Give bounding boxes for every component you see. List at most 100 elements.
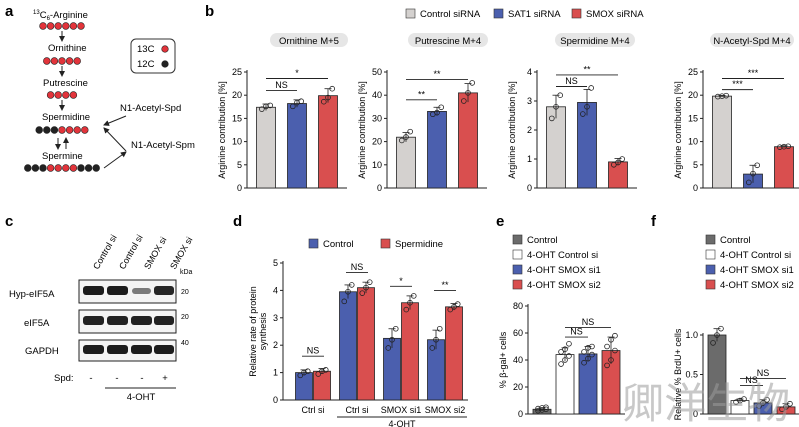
legend-swatch (512, 234, 523, 245)
y-tick-label: 25 (688, 67, 698, 77)
kda-eif5a: 20 (181, 314, 189, 321)
significance-label: *** (748, 68, 759, 78)
legend-smox-sirna: SMOX siRNA (586, 9, 644, 20)
chart-title-box (408, 33, 488, 47)
bar (401, 302, 419, 401)
y-tick-label: 20 (372, 137, 382, 147)
data-point (304, 368, 311, 375)
data-point (754, 162, 760, 169)
data-point (539, 407, 545, 413)
significance-label: * (399, 276, 403, 286)
atom-13c (39, 22, 47, 30)
data-point (434, 109, 440, 116)
blot-label-eif5a: eIF5A (24, 318, 50, 329)
chart-title: N-Acetyl-Spd M+4 (713, 36, 790, 47)
data-point (543, 406, 549, 413)
atom-13c (43, 57, 51, 65)
bar (339, 291, 357, 401)
panel-b: Control siRNA SAT1 siRNA SMOX siRNA Orni… (217, 8, 799, 193)
bar (712, 95, 732, 189)
data-point (750, 170, 756, 177)
bar (256, 106, 276, 189)
data-point (535, 405, 541, 412)
atom-13c (69, 91, 78, 99)
significance-label: *** (732, 79, 743, 89)
blot-label-hyp-eif5a: Hyp-eIF5A (9, 289, 55, 300)
data-point (298, 98, 304, 105)
atom-13c (73, 57, 81, 65)
data-point (615, 159, 621, 166)
significance-label: NS (351, 262, 364, 272)
legend-label: 4-OHT SMOX si2 (527, 280, 601, 291)
label-13c6-c: C (40, 10, 47, 21)
label-spermine: Spermine (42, 151, 83, 162)
y-axis-label: % β-gal+ cells (498, 331, 508, 388)
y-tick-label: 0 (518, 409, 523, 419)
panel-e-legend: Control 4-OHT Control si 4-OHT SMOX si1 4-O… (512, 234, 601, 291)
y-axis-label: Relative % BrdU+ cells (673, 328, 683, 420)
y-tick-label: 20 (513, 382, 523, 392)
lane-label-2: Control si (117, 233, 145, 271)
significance-label: NS (745, 375, 758, 385)
data-point (410, 293, 417, 299)
data-point (549, 115, 555, 122)
data-point (454, 301, 461, 307)
label-13c6-sub: 6 (47, 16, 51, 22)
spd-lane-3: - (140, 373, 143, 384)
significance-label: ** (418, 89, 426, 99)
bar (318, 95, 338, 189)
atom-13c (54, 91, 62, 99)
data-point (321, 98, 327, 105)
y-tick-label: 20 (232, 90, 242, 100)
y-tick-label: 50 (372, 67, 382, 77)
atoms-spermidine (35, 126, 89, 134)
data-point (539, 405, 545, 411)
data-point (787, 400, 793, 407)
band (83, 345, 104, 354)
band (154, 316, 174, 325)
chart-title-box (710, 33, 794, 47)
data-point (585, 355, 591, 362)
legend-spermidine-swatch-d (380, 238, 391, 249)
legend-swatch (705, 264, 716, 275)
arrow-acspd-put (103, 115, 127, 126)
y-tick-label: 0 (693, 409, 698, 419)
data-point (589, 343, 595, 350)
lane-label-1: Control si (91, 233, 119, 271)
chart-title: Spermidine M+4 (560, 36, 629, 47)
atom-13c (65, 126, 74, 134)
bar (458, 92, 478, 189)
atom-13c (62, 91, 70, 99)
data-point (558, 361, 564, 367)
kda-label: kDa (180, 269, 193, 276)
y-tick-label: 15 (688, 113, 698, 123)
legend-control-sirna: Control siRNA (420, 9, 481, 20)
panel-label-d: d (233, 213, 242, 230)
data-point (604, 362, 610, 369)
data-point (363, 284, 369, 291)
panel-label-e: e (496, 213, 504, 230)
data-point (399, 137, 405, 144)
y-tick-label: 5 (273, 258, 278, 268)
x-tick-label: SMOX si2 (425, 405, 466, 415)
data-point (562, 357, 568, 363)
y-tick-label: 0 (273, 395, 278, 405)
spd-lane-4: + (162, 373, 168, 384)
atom-13c (81, 126, 89, 134)
chart-ornithine: Ornithine M+5 0 5 10 15 20 25 Arginine contribu… (217, 33, 348, 193)
label-13c6-mass: 13 (33, 10, 40, 16)
data-point (715, 93, 721, 100)
panel-f-legend: Control 4-OHT Control si 4-OHT SMOX si1 4-O… (705, 234, 794, 291)
y-axis-label: Arginine contribution [%] (357, 81, 367, 179)
chart-protein-synthesis: 0 1 2 3 4 5 Relative rate of protein synthesis C… (248, 258, 468, 427)
legend-label: Control (720, 235, 751, 246)
chart-title-box (270, 33, 348, 47)
atom-13c (69, 22, 78, 30)
atom-13c (54, 164, 62, 172)
data-point (581, 359, 587, 366)
atom-13c (77, 22, 85, 30)
significance-label: NS (275, 80, 288, 90)
bar (357, 287, 375, 401)
